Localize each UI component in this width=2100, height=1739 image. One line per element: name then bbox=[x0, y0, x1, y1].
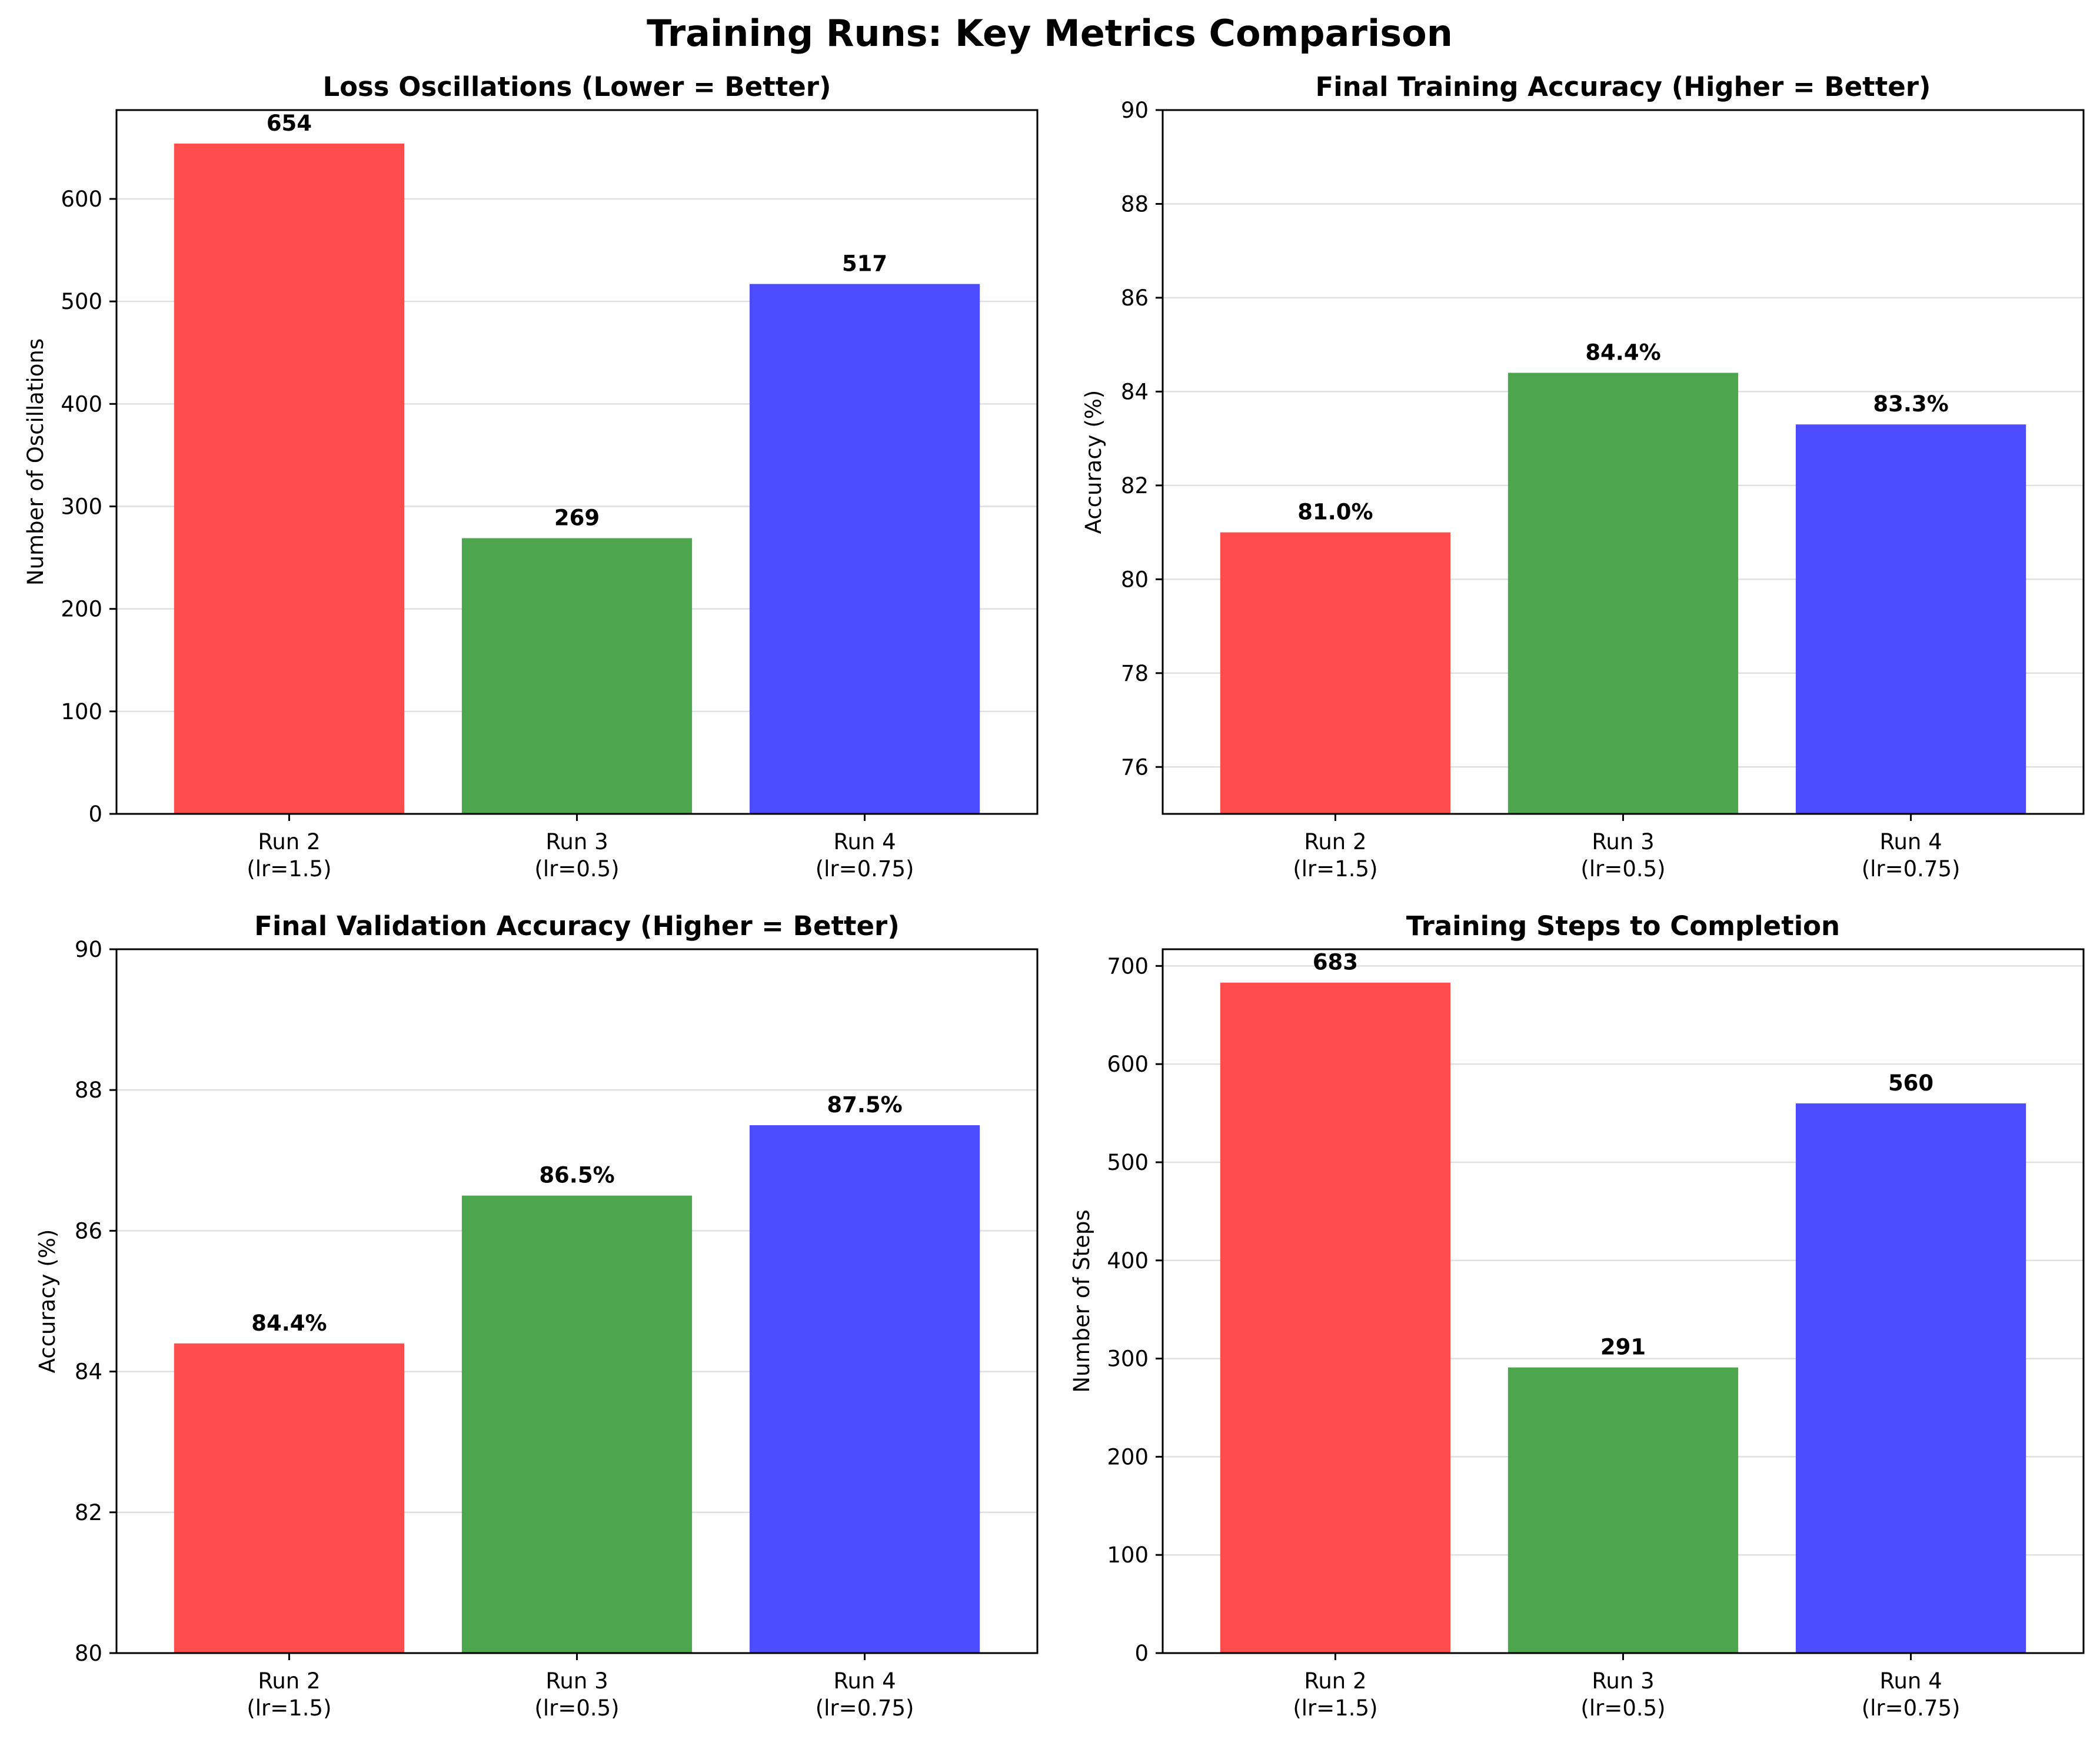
x-tick-sublabel: (lr=0.75) bbox=[1862, 856, 1961, 882]
x-tick-label: Run 2 bbox=[1304, 1668, 1366, 1694]
bar bbox=[174, 143, 405, 814]
bar-value-label: 81.0% bbox=[1297, 500, 1373, 525]
y-tick-label: 88 bbox=[75, 1078, 102, 1103]
bar-value-label: 683 bbox=[1313, 950, 1358, 975]
panel-title: Loss Oscillations (Lower = Better) bbox=[322, 71, 831, 102]
x-tick-sublabel: (lr=1.5) bbox=[247, 856, 331, 882]
y-tick-label: 100 bbox=[1107, 1542, 1149, 1568]
y-tick-label: 80 bbox=[75, 1641, 102, 1666]
y-tick-label: 84 bbox=[75, 1359, 102, 1385]
bar bbox=[461, 538, 693, 814]
x-tick-label: Run 2 bbox=[258, 1668, 320, 1694]
bar bbox=[1220, 532, 1451, 814]
y-tick-label: 82 bbox=[1121, 473, 1149, 498]
y-axis-label: Number of Oscillations bbox=[23, 338, 48, 586]
y-tick-label: 200 bbox=[61, 597, 102, 622]
y-tick-label: 86 bbox=[75, 1218, 102, 1243]
y-axis-label: Accuracy (%) bbox=[35, 1229, 60, 1374]
x-tick-label: Run 3 bbox=[1592, 1668, 1654, 1694]
panel-training-steps: 683 Run 2(lr=1.5) 291 Run 3(lr=0.5) 560 Run 4… bbox=[1069, 910, 2085, 1721]
bar bbox=[1220, 982, 1451, 1653]
axes-frame bbox=[115, 109, 1039, 815]
y-tick-label: 600 bbox=[61, 187, 102, 212]
y-tick-label: 82 bbox=[75, 1500, 102, 1525]
panel-title: Final Training Accuracy (Higher = Better… bbox=[1316, 71, 1931, 102]
x-tick-sublabel: (lr=0.75) bbox=[816, 1695, 914, 1721]
x-tick-label: Run 4 bbox=[1879, 1668, 1942, 1694]
bar bbox=[1795, 424, 2026, 814]
x-tick-sublabel: (lr=1.5) bbox=[247, 1695, 331, 1721]
axes-frame bbox=[1162, 948, 2085, 1654]
x-tick-sublabel: (lr=1.5) bbox=[1293, 1695, 1377, 1721]
y-tick-label: 600 bbox=[1107, 1052, 1149, 1077]
bar bbox=[461, 1195, 693, 1653]
y-tick-label: 84 bbox=[1121, 379, 1149, 404]
y-tick-label: 700 bbox=[1107, 953, 1149, 979]
y-tick-label: 200 bbox=[1107, 1444, 1149, 1469]
y-tick-label: 400 bbox=[61, 391, 102, 417]
y-tick-label: 400 bbox=[1107, 1248, 1149, 1274]
x-tick-label: Run 2 bbox=[258, 829, 320, 854]
y-tick-label: 0 bbox=[88, 802, 102, 827]
bar-value-label: 269 bbox=[554, 505, 600, 530]
bar-value-label: 291 bbox=[1600, 1335, 1646, 1360]
panel-title: Final Validation Accuracy (Higher = Bett… bbox=[254, 910, 900, 942]
bar-value-label: 84.4% bbox=[1585, 340, 1660, 365]
panel-final-training-accuracy: 81.0% Run 2(lr=1.5) 84.4% Run 3(lr=0.5) 83.3… bbox=[1081, 71, 2085, 882]
y-tick-label: 500 bbox=[1107, 1150, 1149, 1175]
x-tick-label: Run 3 bbox=[545, 1668, 608, 1694]
y-tick-label: 76 bbox=[1121, 754, 1149, 780]
bar-value-label: 654 bbox=[267, 111, 312, 136]
y-tick-label: 90 bbox=[1121, 98, 1149, 123]
figure-title: Training Runs: Key Metrics Comparison bbox=[647, 12, 1453, 55]
x-tick-sublabel: (lr=0.5) bbox=[1580, 1695, 1665, 1721]
bar-value-label: 517 bbox=[842, 251, 887, 277]
bar-value-label: 560 bbox=[1888, 1070, 1933, 1096]
x-tick-sublabel: (lr=0.5) bbox=[534, 1695, 619, 1721]
bar bbox=[1507, 1367, 1739, 1653]
bar bbox=[1795, 1103, 2026, 1653]
y-tick-label: 100 bbox=[61, 699, 102, 724]
x-tick-label: Run 3 bbox=[1592, 829, 1654, 854]
x-tick-label: Run 3 bbox=[545, 829, 608, 854]
bar-value-label: 83.3% bbox=[1873, 391, 1948, 417]
axes-frame bbox=[115, 948, 1039, 1654]
y-tick-label: 86 bbox=[1121, 285, 1149, 311]
bar bbox=[1507, 373, 1739, 814]
panel-final-validation-accuracy: 84.4% Run 2(lr=1.5) 86.5% Run 3(lr=0.5) 87.5… bbox=[35, 910, 1039, 1721]
bar-value-label: 86.5% bbox=[539, 1163, 614, 1188]
x-tick-sublabel: (lr=0.75) bbox=[816, 856, 914, 882]
y-tick-label: 90 bbox=[75, 937, 102, 962]
axes-frame bbox=[1162, 109, 2085, 815]
y-tick-label: 0 bbox=[1134, 1641, 1149, 1666]
x-tick-sublabel: (lr=0.5) bbox=[1580, 856, 1665, 882]
panel-title: Training Steps to Completion bbox=[1406, 910, 1840, 942]
bar bbox=[749, 1125, 980, 1653]
x-tick-label: Run 4 bbox=[833, 829, 896, 854]
panel-loss-oscillations: 654 Run 2(lr=1.5) 269 Run 3(lr=0.5) 517 Run 4… bbox=[23, 71, 1039, 882]
y-tick-label: 78 bbox=[1121, 661, 1149, 686]
y-axis-label: Accuracy (%) bbox=[1081, 390, 1106, 534]
y-tick-label: 88 bbox=[1121, 191, 1149, 217]
x-tick-label: Run 2 bbox=[1304, 829, 1366, 854]
y-tick-label: 300 bbox=[61, 494, 102, 520]
x-tick-sublabel: (lr=1.5) bbox=[1293, 856, 1377, 882]
y-tick-label: 80 bbox=[1121, 567, 1149, 592]
x-tick-label: Run 4 bbox=[1879, 829, 1942, 854]
bar bbox=[174, 1343, 405, 1653]
y-tick-label: 500 bbox=[61, 289, 102, 314]
bar-value-label: 84.4% bbox=[251, 1311, 327, 1336]
bar-value-label: 87.5% bbox=[827, 1092, 902, 1118]
x-tick-sublabel: (lr=0.75) bbox=[1862, 1695, 1961, 1721]
x-tick-label: Run 4 bbox=[833, 1668, 896, 1694]
bar bbox=[749, 284, 980, 814]
x-tick-sublabel: (lr=0.5) bbox=[534, 856, 619, 882]
y-axis-label: Number of Steps bbox=[1069, 1209, 1094, 1392]
y-tick-label: 300 bbox=[1107, 1346, 1149, 1372]
